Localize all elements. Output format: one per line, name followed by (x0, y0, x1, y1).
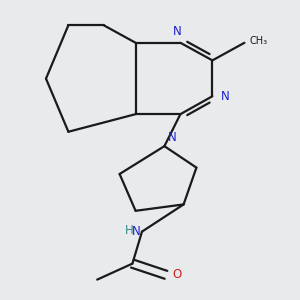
Text: N: N (132, 225, 140, 238)
Text: CH₃: CH₃ (249, 36, 267, 46)
Text: N: N (173, 25, 182, 38)
Text: N: N (220, 90, 229, 103)
Text: H: H (125, 224, 134, 236)
Text: N: N (168, 130, 177, 144)
Text: O: O (172, 268, 182, 281)
